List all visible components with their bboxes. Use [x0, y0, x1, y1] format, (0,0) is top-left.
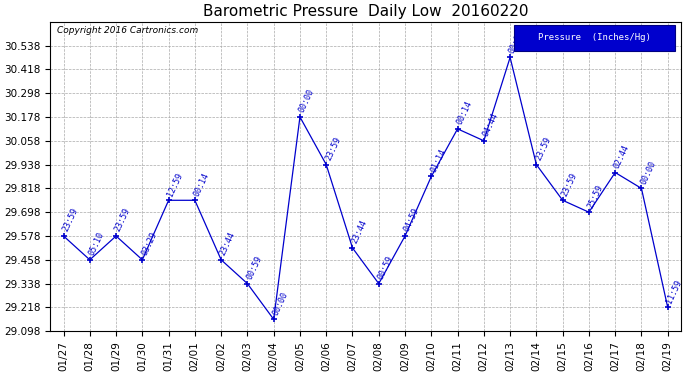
- Text: Pressure  (Inches/Hg): Pressure (Inches/Hg): [538, 33, 651, 42]
- Text: 04:44: 04:44: [481, 111, 500, 138]
- Text: 23:44: 23:44: [219, 231, 237, 257]
- Text: 02:44: 02:44: [613, 143, 631, 170]
- Text: 03:29: 03:29: [140, 231, 159, 257]
- Text: 00:14: 00:14: [193, 171, 211, 198]
- Text: 00:59: 00:59: [376, 254, 395, 281]
- Title: Barometric Pressure  Daily Low  20160220: Barometric Pressure Daily Low 20160220: [203, 4, 529, 19]
- Text: 01:14: 01:14: [428, 147, 447, 174]
- Text: 00:00: 00:00: [508, 28, 526, 55]
- Text: 23:59: 23:59: [113, 207, 132, 233]
- Text: 11:59: 11:59: [665, 278, 684, 304]
- Text: 23:59: 23:59: [324, 135, 342, 162]
- FancyBboxPatch shape: [514, 25, 675, 51]
- Text: 00:00: 00:00: [297, 88, 316, 114]
- Text: 05:10: 05:10: [87, 231, 106, 257]
- Text: 23:59: 23:59: [560, 171, 579, 198]
- Text: 00:00: 00:00: [271, 290, 290, 316]
- Text: 23:59: 23:59: [61, 207, 79, 233]
- Text: 25:59: 25:59: [586, 183, 605, 209]
- Text: 00:14: 00:14: [455, 100, 473, 126]
- Text: 00:59: 00:59: [245, 254, 264, 281]
- Text: 00:00: 00:00: [639, 159, 658, 186]
- Text: 04:59: 04:59: [402, 207, 421, 233]
- Text: Copyright 2016 Cartronics.com: Copyright 2016 Cartronics.com: [57, 26, 198, 35]
- Text: 23:59: 23:59: [534, 135, 553, 162]
- Text: 23:44: 23:44: [350, 219, 368, 245]
- Text: 12:59: 12:59: [166, 171, 185, 198]
